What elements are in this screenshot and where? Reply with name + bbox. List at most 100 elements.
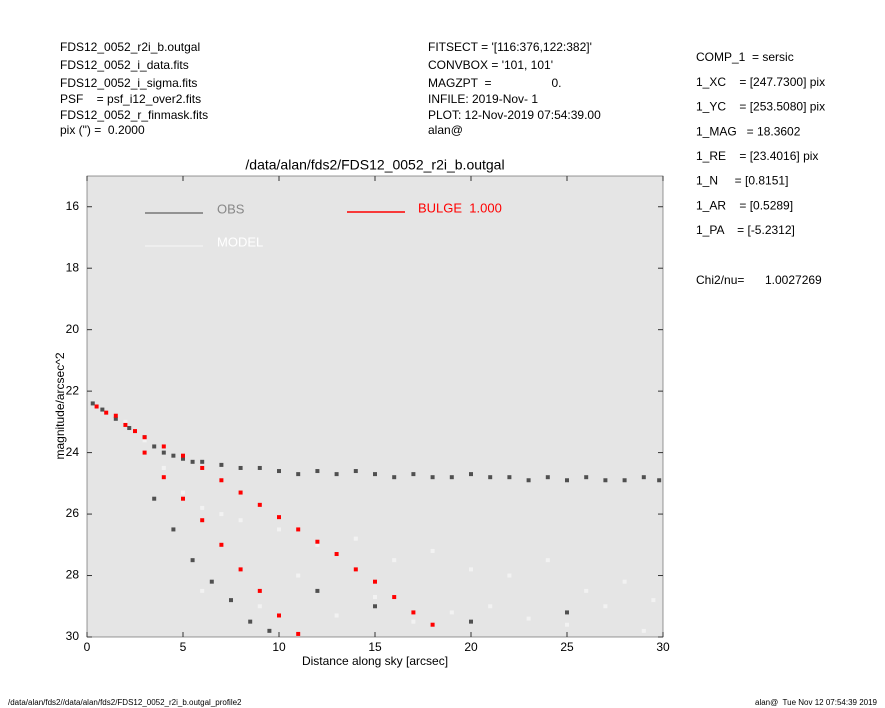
data-point xyxy=(238,567,243,572)
data-point xyxy=(641,475,646,480)
data-point xyxy=(219,512,224,517)
data-point xyxy=(657,478,662,483)
data-point xyxy=(181,490,185,495)
y-tick-label: 22 xyxy=(66,383,80,397)
data-point xyxy=(257,588,262,593)
header-center-line: MAGZPT = 0. xyxy=(428,76,561,90)
data-point xyxy=(449,475,454,480)
header-left-line: FDS12_0052_r_finmask.fits xyxy=(60,108,208,122)
data-point xyxy=(507,475,512,480)
data-point xyxy=(353,536,358,541)
y-tick-label: 20 xyxy=(66,322,80,336)
legend-label: MODEL xyxy=(217,234,263,249)
data-point xyxy=(296,472,301,477)
data-point xyxy=(181,456,185,461)
data-point xyxy=(411,472,416,477)
data-point xyxy=(411,610,416,615)
x-tick-label: 15 xyxy=(368,640,382,654)
x-tick-label: 5 xyxy=(180,640,187,654)
data-point xyxy=(584,475,589,480)
footer-right: alan@ Tue Nov 12 07:54:39 2019 xyxy=(755,698,878,707)
data-point xyxy=(430,622,435,627)
x-tick-label: 30 xyxy=(656,640,670,654)
header-center-line: PLOT: 12-Nov-2019 07:54:39.00 xyxy=(428,108,601,122)
data-point xyxy=(142,450,147,455)
data-point xyxy=(229,598,233,603)
data-point xyxy=(334,613,339,618)
data-point xyxy=(94,404,99,409)
data-point xyxy=(622,579,627,584)
data-point xyxy=(171,453,176,458)
data-point xyxy=(181,496,185,501)
data-point xyxy=(526,478,531,483)
data-point xyxy=(219,542,224,547)
data-point xyxy=(296,527,301,532)
data-point xyxy=(507,573,512,578)
data-point xyxy=(622,478,627,483)
y-tick-label: 28 xyxy=(66,568,80,582)
data-point xyxy=(565,622,569,627)
data-point xyxy=(161,475,166,480)
data-point xyxy=(545,475,550,480)
legend-label: OBS xyxy=(217,201,245,216)
data-point xyxy=(257,465,262,470)
data-point xyxy=(133,429,137,434)
plot-area xyxy=(86,175,664,638)
chi2-label: Chi2/nu= xyxy=(696,273,744,287)
data-point xyxy=(488,604,493,609)
data-point xyxy=(469,567,473,572)
data-point xyxy=(353,469,358,474)
data-point xyxy=(142,435,147,440)
header-center-line: FITSECT = '[116:376,122:382]' xyxy=(428,40,592,54)
header-left-line: FDS12_0052_i_sigma.fits xyxy=(60,76,197,90)
x-tick-label: 10 xyxy=(272,640,286,654)
header-right-line: 1_RE = [23.4016] pix xyxy=(696,149,818,163)
y-axis-label: magnitude/arcsec^2 xyxy=(53,352,67,459)
header-right-line: 1_AR = [0.5289] xyxy=(696,198,793,212)
data-point xyxy=(219,462,224,467)
x-tick-label: 20 xyxy=(464,640,478,654)
data-point xyxy=(315,539,320,544)
y-tick-label: 16 xyxy=(66,199,80,213)
data-point xyxy=(190,558,195,563)
data-point xyxy=(123,419,128,424)
data-point xyxy=(373,604,377,609)
data-point xyxy=(100,407,105,412)
legend-label: BULGE 1.000 xyxy=(418,200,502,215)
data-point xyxy=(142,438,147,443)
data-point xyxy=(430,475,435,480)
data-point xyxy=(315,542,320,547)
header-left-line: FDS12_0052_r2i_b.outgal xyxy=(60,40,200,54)
data-point xyxy=(267,628,272,633)
footer-left: /data/alan/fds2//data/alan/fds2/FDS12_00… xyxy=(8,698,242,707)
data-point xyxy=(104,410,109,415)
x-tick-label: 25 xyxy=(560,640,574,654)
data-point xyxy=(411,619,416,624)
data-point xyxy=(584,588,589,593)
y-tick-label: 24 xyxy=(66,445,80,459)
data-point xyxy=(248,619,253,624)
data-point xyxy=(113,413,118,418)
y-tick-label: 26 xyxy=(66,506,80,520)
data-point xyxy=(200,518,205,523)
data-point xyxy=(190,459,195,464)
data-point xyxy=(373,579,377,584)
data-point xyxy=(392,558,397,563)
data-point xyxy=(545,558,550,563)
data-point xyxy=(200,505,205,510)
header-right-line: 1_N = [0.8151] xyxy=(696,174,788,188)
data-point xyxy=(209,579,214,584)
header-left-line: PSF = psf_i12_over2.fits xyxy=(60,92,201,106)
header-center-line: CONVBOX = '101, 101' xyxy=(428,58,553,72)
data-point xyxy=(353,567,358,572)
header-left-line: pix (") = 0.2000 xyxy=(60,123,145,137)
header-right-line: 1_XC = [247.7300] pix xyxy=(696,75,825,89)
data-point xyxy=(161,450,166,455)
data-point xyxy=(238,518,243,523)
data-point xyxy=(277,515,281,520)
data-point xyxy=(113,416,118,421)
data-point xyxy=(651,598,656,603)
data-point xyxy=(219,478,224,483)
data-point xyxy=(603,478,608,483)
